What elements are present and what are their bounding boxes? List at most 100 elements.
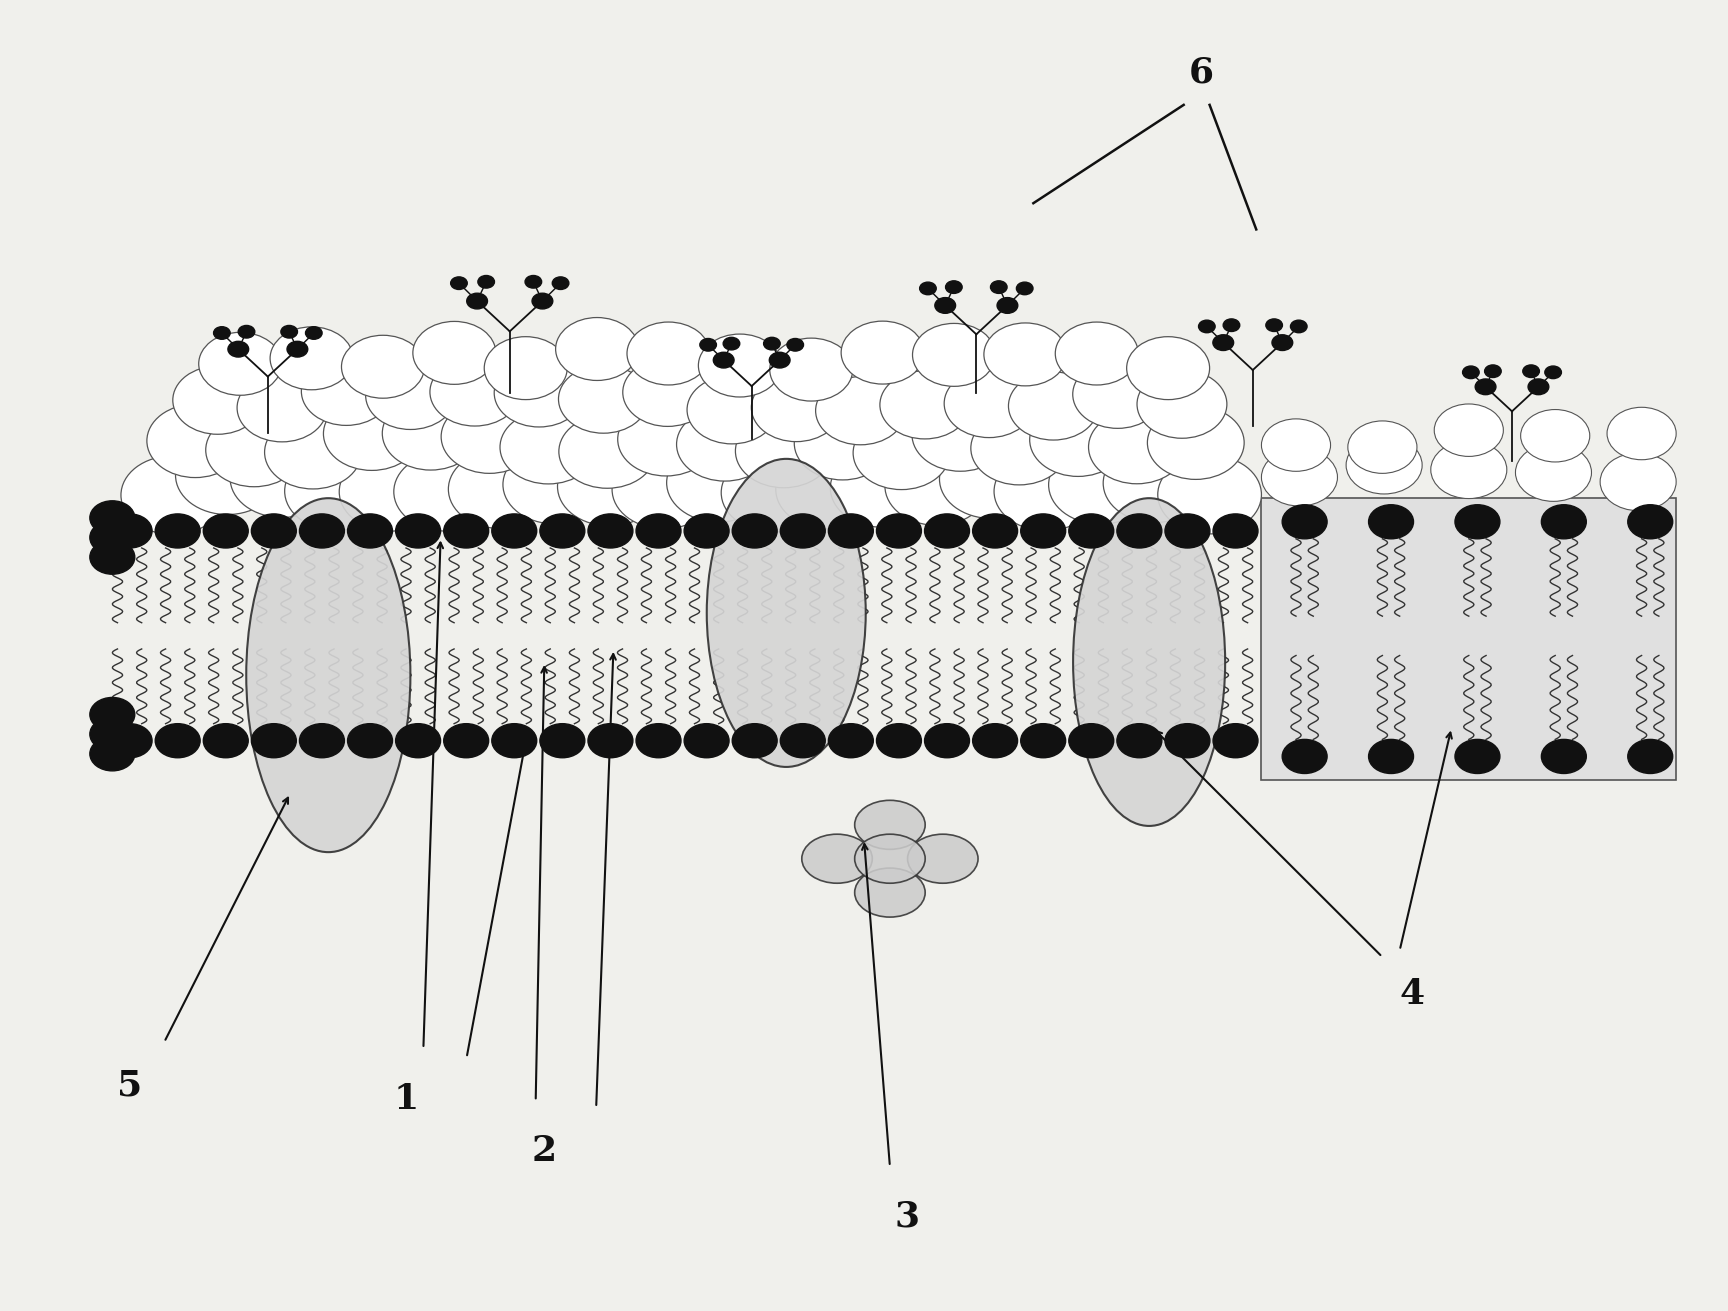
Circle shape <box>285 452 389 531</box>
Circle shape <box>251 514 295 548</box>
Circle shape <box>1282 739 1327 773</box>
Circle shape <box>492 724 537 758</box>
Circle shape <box>382 397 479 471</box>
Circle shape <box>444 514 489 548</box>
Circle shape <box>1070 724 1115 758</box>
Circle shape <box>714 353 734 368</box>
Circle shape <box>532 294 553 309</box>
Circle shape <box>677 408 774 481</box>
Circle shape <box>1089 410 1185 484</box>
Circle shape <box>173 366 263 434</box>
Circle shape <box>1541 739 1586 773</box>
Circle shape <box>1455 505 1500 539</box>
Circle shape <box>854 416 950 489</box>
Circle shape <box>484 337 567 400</box>
Circle shape <box>90 717 135 751</box>
Circle shape <box>448 450 551 528</box>
Circle shape <box>147 404 244 477</box>
Circle shape <box>1009 372 1099 440</box>
Circle shape <box>1073 361 1163 429</box>
Circle shape <box>1102 444 1206 523</box>
Circle shape <box>396 514 441 548</box>
Circle shape <box>876 724 921 758</box>
Circle shape <box>1545 366 1562 379</box>
Ellipse shape <box>855 800 924 850</box>
Circle shape <box>492 514 537 548</box>
Circle shape <box>612 450 715 528</box>
Circle shape <box>264 416 361 489</box>
Circle shape <box>971 412 1068 485</box>
Circle shape <box>700 338 717 351</box>
Circle shape <box>1272 334 1293 350</box>
Circle shape <box>494 359 584 427</box>
Circle shape <box>636 514 681 548</box>
Circle shape <box>990 281 1007 294</box>
Circle shape <box>396 724 441 758</box>
Circle shape <box>1049 446 1153 524</box>
Circle shape <box>828 724 873 758</box>
Circle shape <box>943 370 1033 438</box>
Text: 1: 1 <box>394 1082 418 1116</box>
Circle shape <box>499 410 596 484</box>
Circle shape <box>1147 406 1244 480</box>
Circle shape <box>558 414 655 488</box>
Circle shape <box>1030 402 1127 476</box>
Circle shape <box>622 358 712 426</box>
Circle shape <box>107 724 152 758</box>
Circle shape <box>1522 364 1540 378</box>
Circle shape <box>698 334 781 397</box>
Circle shape <box>781 514 826 548</box>
Circle shape <box>1484 364 1502 378</box>
Circle shape <box>306 326 321 340</box>
Circle shape <box>924 724 969 758</box>
Circle shape <box>347 724 392 758</box>
Ellipse shape <box>907 834 978 884</box>
Circle shape <box>1628 505 1673 539</box>
Circle shape <box>1346 437 1422 494</box>
Circle shape <box>912 324 995 387</box>
Circle shape <box>588 724 632 758</box>
Circle shape <box>994 452 1097 531</box>
Circle shape <box>781 724 826 758</box>
Circle shape <box>1282 505 1327 539</box>
Circle shape <box>301 357 391 425</box>
Circle shape <box>347 514 392 548</box>
Circle shape <box>299 514 344 548</box>
Circle shape <box>721 454 824 532</box>
Circle shape <box>983 323 1066 385</box>
Circle shape <box>121 456 225 535</box>
Circle shape <box>828 514 873 548</box>
Circle shape <box>237 374 327 442</box>
Circle shape <box>764 337 779 350</box>
Circle shape <box>394 452 498 531</box>
Circle shape <box>270 326 353 389</box>
Circle shape <box>299 724 344 758</box>
Circle shape <box>1291 320 1306 333</box>
Circle shape <box>1213 514 1258 548</box>
Circle shape <box>90 737 135 771</box>
Circle shape <box>282 325 297 338</box>
Circle shape <box>876 514 921 548</box>
Circle shape <box>556 317 639 380</box>
Circle shape <box>973 724 1018 758</box>
Circle shape <box>733 514 778 548</box>
Circle shape <box>776 450 880 528</box>
Circle shape <box>467 294 487 309</box>
Circle shape <box>1369 739 1414 773</box>
Circle shape <box>342 336 425 399</box>
Ellipse shape <box>707 459 866 767</box>
Circle shape <box>156 514 200 548</box>
Circle shape <box>1165 514 1210 548</box>
Circle shape <box>684 514 729 548</box>
Circle shape <box>339 452 442 531</box>
Circle shape <box>323 397 420 471</box>
Circle shape <box>945 281 962 294</box>
Circle shape <box>228 341 249 357</box>
Ellipse shape <box>855 868 924 918</box>
Circle shape <box>636 724 681 758</box>
Circle shape <box>287 341 308 357</box>
Circle shape <box>1628 739 1673 773</box>
Circle shape <box>558 447 662 526</box>
Circle shape <box>539 724 584 758</box>
Circle shape <box>816 376 905 444</box>
